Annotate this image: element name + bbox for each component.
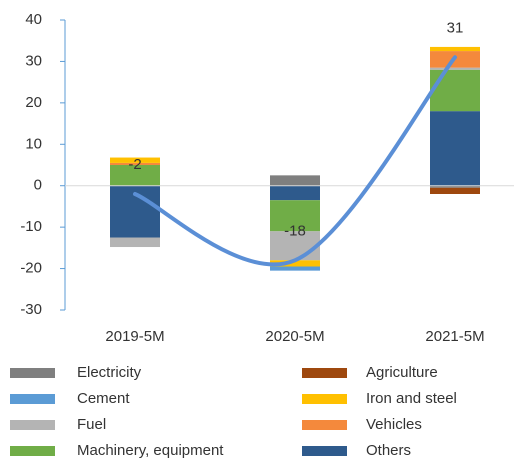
bar-segment [270,175,320,186]
legend-swatch [10,420,55,430]
legend-label: Electricity [77,364,142,381]
data-label: -18 [284,222,306,239]
bar-segment [430,111,480,186]
bar-segment [110,237,160,248]
legend-swatch [302,368,347,378]
y-tick-label: 30 [25,52,42,69]
bar-segment [270,266,320,271]
x-tick-label: 2019-5M [105,328,164,345]
x-tick-label: 2020-5M [265,328,324,345]
legend-label: Vehicles [366,416,422,433]
legend-swatch [302,394,347,404]
legend-swatch [10,394,55,404]
bar-segment [430,67,480,70]
y-tick-label: -20 [20,260,42,277]
bar-segment [270,185,320,201]
bar-segment [110,165,160,186]
legend-label: Others [366,442,411,459]
y-tick-label: 0 [34,177,42,194]
bar-segment [110,157,160,163]
y-tick-label: 10 [25,135,42,152]
data-label: -2 [128,156,141,173]
legend-label: Cement [77,390,130,407]
total-line [133,55,457,267]
legend-label: Machinery, equipment [77,442,224,459]
y-tick-label: -10 [20,218,42,235]
legend-label: Iron and steel [366,390,457,407]
bar-segment [430,46,480,52]
y-tick-label: 40 [25,11,42,28]
bar-segment [110,162,160,165]
x-tick-label: 2021-5M [425,328,484,345]
legend-swatch [10,446,55,456]
y-tick-label: 20 [25,94,42,111]
bar-segment [270,231,320,261]
legend-swatch [10,368,55,378]
bar-segment [270,260,320,267]
legend-swatch [302,420,347,430]
y-tick-label: -30 [20,301,42,318]
legend-label: Agriculture [366,364,438,381]
legend-label: Fuel [77,416,106,433]
bar-segment [430,187,480,194]
bar-segment [430,69,480,112]
bar-segment [430,185,480,188]
legend-swatch [302,446,347,456]
data-label: 31 [447,19,464,36]
bar-segment [270,200,320,232]
